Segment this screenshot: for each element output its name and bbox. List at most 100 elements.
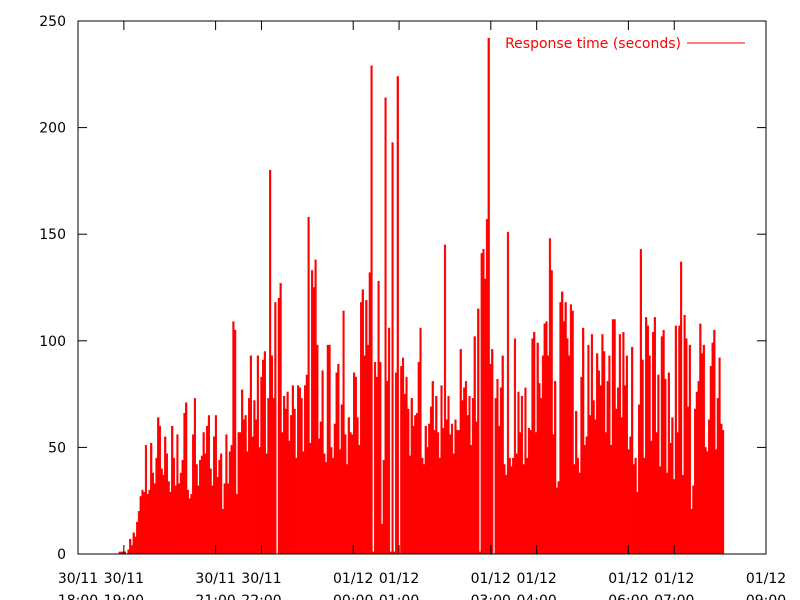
bar bbox=[480, 253, 483, 555]
bar bbox=[415, 413, 419, 555]
bar bbox=[137, 511, 141, 555]
bar bbox=[688, 344, 691, 555]
x-tick-label-time: 06:00 bbox=[608, 593, 648, 600]
x-tick-label-time: 19:00 bbox=[104, 593, 144, 600]
bar bbox=[150, 442, 153, 555]
bar bbox=[545, 321, 548, 555]
bar bbox=[674, 325, 677, 555]
bar bbox=[506, 231, 510, 555]
x-tick-label-time: 04:00 bbox=[516, 593, 556, 600]
bar bbox=[571, 310, 574, 555]
bar bbox=[183, 413, 186, 555]
bar bbox=[349, 432, 352, 555]
bar bbox=[267, 398, 270, 555]
bar bbox=[503, 464, 506, 555]
bar bbox=[669, 442, 672, 555]
bar bbox=[435, 396, 438, 555]
bar bbox=[615, 408, 618, 555]
bar bbox=[316, 344, 319, 555]
bar bbox=[561, 291, 564, 555]
x-tick-label-time: 03:00 bbox=[471, 593, 511, 600]
bar bbox=[482, 248, 485, 555]
y-tick-label: 50 bbox=[48, 440, 66, 456]
bar bbox=[604, 432, 607, 555]
bar bbox=[216, 477, 219, 555]
bar bbox=[702, 344, 705, 555]
bar bbox=[590, 334, 593, 555]
bar bbox=[326, 344, 329, 555]
bar bbox=[344, 434, 347, 555]
bar bbox=[262, 359, 265, 555]
bar bbox=[255, 419, 258, 555]
bar bbox=[384, 97, 387, 555]
bar bbox=[487, 37, 490, 555]
bar bbox=[652, 332, 655, 555]
bar bbox=[319, 421, 322, 555]
bar bbox=[657, 374, 660, 555]
bar bbox=[585, 436, 588, 555]
bar bbox=[645, 317, 648, 555]
bar bbox=[583, 445, 586, 555]
x-tick-label-time: 09:00 bbox=[746, 593, 786, 600]
bar bbox=[363, 355, 366, 555]
bar bbox=[722, 430, 725, 555]
bar bbox=[151, 472, 155, 555]
bar bbox=[230, 445, 233, 555]
bar bbox=[155, 457, 158, 555]
bar bbox=[179, 472, 183, 555]
bar bbox=[337, 364, 340, 555]
bar bbox=[158, 425, 162, 555]
bar bbox=[695, 391, 698, 555]
x-tick-label-date: 01/12 bbox=[379, 571, 419, 587]
bar bbox=[447, 396, 450, 555]
bar bbox=[646, 325, 649, 555]
bar bbox=[690, 509, 693, 555]
bar bbox=[279, 283, 282, 555]
x-tick-label-time: 00:00 bbox=[333, 593, 373, 600]
bar bbox=[701, 353, 704, 555]
bar bbox=[172, 457, 176, 555]
bar bbox=[466, 415, 469, 555]
bar bbox=[359, 302, 363, 555]
bar bbox=[312, 287, 315, 555]
bar bbox=[270, 355, 273, 555]
bar bbox=[527, 428, 531, 555]
bar bbox=[202, 432, 205, 555]
bar bbox=[234, 329, 237, 555]
bar bbox=[209, 468, 212, 555]
bar bbox=[136, 521, 139, 555]
bar bbox=[687, 406, 690, 555]
bar bbox=[295, 457, 298, 555]
bar bbox=[410, 398, 413, 555]
bar bbox=[452, 453, 455, 555]
bar bbox=[459, 349, 462, 555]
bar bbox=[422, 464, 426, 555]
bar bbox=[519, 432, 522, 555]
bar bbox=[342, 310, 345, 555]
bar bbox=[450, 423, 454, 555]
bar bbox=[380, 523, 384, 555]
bar bbox=[197, 485, 200, 555]
bar bbox=[662, 329, 665, 555]
bar bbox=[153, 483, 156, 555]
bar bbox=[513, 338, 517, 555]
bar bbox=[246, 451, 249, 555]
bar bbox=[576, 457, 579, 555]
bar bbox=[510, 466, 513, 555]
bar bbox=[164, 436, 167, 555]
bar bbox=[559, 302, 562, 555]
bar bbox=[594, 419, 597, 555]
bar bbox=[206, 425, 209, 555]
bar bbox=[379, 361, 382, 555]
bar bbox=[468, 396, 471, 555]
bar bbox=[213, 436, 216, 555]
legend-label: Response time (seconds) bbox=[505, 36, 681, 52]
bar bbox=[141, 489, 144, 555]
bar bbox=[573, 464, 576, 555]
bar bbox=[235, 494, 238, 555]
bar bbox=[258, 447, 261, 555]
bar bbox=[706, 451, 709, 555]
bar bbox=[227, 483, 230, 555]
bar bbox=[543, 323, 546, 555]
bar bbox=[568, 355, 571, 555]
